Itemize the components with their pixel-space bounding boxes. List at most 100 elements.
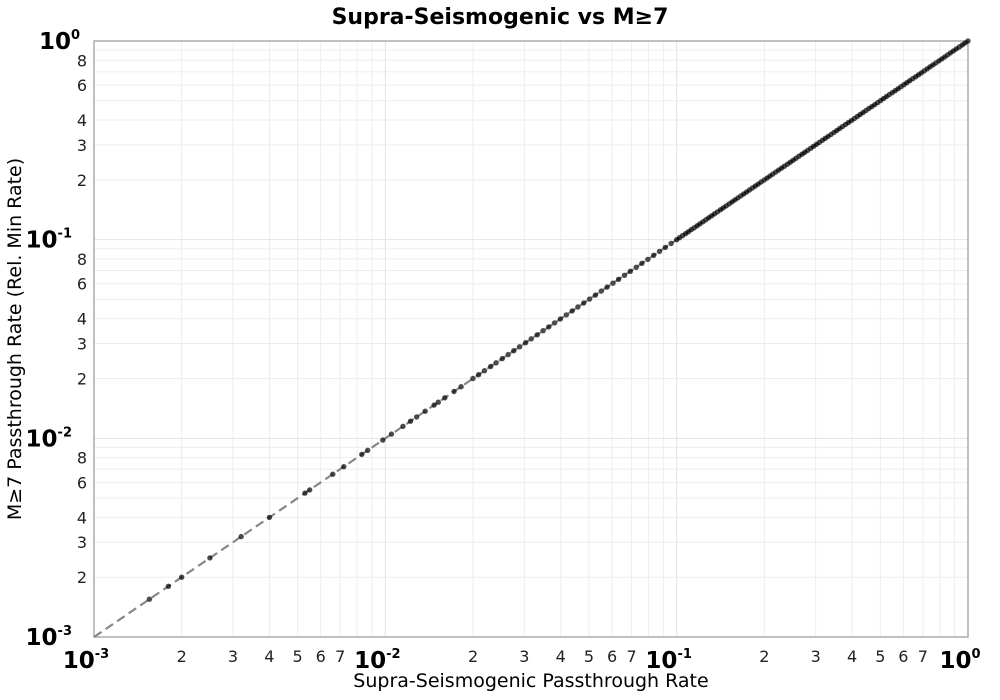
data-point xyxy=(586,296,593,302)
y-major-tick-label: 10-2 xyxy=(26,425,72,452)
data-point xyxy=(668,240,674,247)
y-axis-title: M≥7 Passthrough Rate (Rel. Min Rate) xyxy=(4,157,26,521)
data-point xyxy=(435,399,441,405)
data-point xyxy=(645,256,651,263)
y-minor-tick-label: 4 xyxy=(77,508,87,527)
x-axis-title: Supra-Seismogenic Passthrough Rate xyxy=(353,670,709,692)
chart-title: Supra-Seismogenic vs M≥7 xyxy=(331,5,669,30)
data-point xyxy=(422,408,428,414)
y-minor-tick-label: 4 xyxy=(77,111,87,130)
data-point xyxy=(400,423,406,429)
data-point xyxy=(380,437,386,443)
y-minor-tick-label: 3 xyxy=(77,533,87,552)
data-point xyxy=(458,384,464,390)
y-minor-tick-label: 3 xyxy=(77,335,87,354)
data-point xyxy=(431,402,437,408)
x-minor-tick-label: 2 xyxy=(177,647,187,666)
data-point xyxy=(581,300,587,306)
y-minor-tick-label: 3 xyxy=(77,136,87,155)
x-minor-tick-label: 6 xyxy=(607,647,617,666)
data-point xyxy=(493,360,499,366)
data-point xyxy=(662,244,668,251)
data-point xyxy=(238,533,244,540)
x-major-tick-label: 10-2 xyxy=(354,647,400,674)
data-point xyxy=(388,431,395,437)
y-minor-tick-label: 2 xyxy=(77,171,87,190)
x-minor-tick-label: 5 xyxy=(584,647,594,666)
y-minor-tick-label: 6 xyxy=(77,473,87,492)
data-point xyxy=(540,328,546,334)
x-minor-tick-label: 5 xyxy=(875,647,885,666)
data-point xyxy=(551,320,558,326)
data-point xyxy=(651,252,657,258)
x-minor-tick-label: 3 xyxy=(228,647,238,666)
data-point xyxy=(359,451,365,458)
x-major-tick-label: 10-3 xyxy=(63,647,109,674)
y-minor-tick-label: 8 xyxy=(77,51,87,70)
data-point xyxy=(179,574,185,580)
data-point xyxy=(621,272,628,278)
data-point xyxy=(165,583,172,589)
x-minor-tick-label: 7 xyxy=(626,647,636,666)
data-point xyxy=(604,284,610,290)
data-point xyxy=(146,596,153,602)
x-minor-tick-label: 2 xyxy=(759,647,769,666)
data-point xyxy=(633,264,639,270)
data-point xyxy=(546,324,552,330)
data-point xyxy=(615,276,622,282)
data-point xyxy=(656,248,663,255)
data-point xyxy=(610,280,616,286)
x-major-tick-label: 10-1 xyxy=(645,647,691,674)
data-point xyxy=(563,312,569,318)
data-point xyxy=(598,288,604,294)
data-point xyxy=(499,355,505,362)
y-major-tick-label: 10-3 xyxy=(26,624,72,651)
data-point xyxy=(341,464,347,470)
data-point xyxy=(522,340,529,346)
data-point xyxy=(266,514,273,521)
data-point xyxy=(442,395,448,401)
plot-border xyxy=(93,40,969,638)
x-minor-tick-label: 4 xyxy=(847,647,857,666)
data-point xyxy=(528,336,534,342)
x-minor-tick-label: 7 xyxy=(918,647,928,666)
y-major-tick-label: 10-1 xyxy=(26,227,72,254)
y-minor-tick-label: 8 xyxy=(77,250,87,269)
data-point xyxy=(505,351,511,358)
data-point xyxy=(575,304,581,310)
y-minor-tick-label: 6 xyxy=(77,76,87,95)
x-minor-tick-label: 6 xyxy=(316,647,326,666)
y-major-tick-label: 100 xyxy=(39,28,80,55)
x-major-tick-label: 100 xyxy=(939,647,980,674)
data-point xyxy=(470,375,476,382)
data-point xyxy=(207,555,213,561)
y-minor-tick-label: 2 xyxy=(77,568,87,587)
x-minor-tick-label: 4 xyxy=(264,647,274,666)
data-point xyxy=(481,368,488,374)
data-point xyxy=(627,268,633,274)
data-point xyxy=(475,372,482,378)
y-minor-tick-label: 6 xyxy=(77,275,87,294)
y-minor-tick-label: 4 xyxy=(77,310,87,329)
data-point xyxy=(451,388,457,395)
data-point xyxy=(557,316,564,322)
data-point xyxy=(639,260,645,266)
x-minor-tick-label: 2 xyxy=(468,647,478,666)
x-minor-tick-label: 6 xyxy=(898,647,908,666)
data-point xyxy=(965,38,971,44)
data-point xyxy=(365,447,371,453)
data-point xyxy=(511,348,517,354)
data-point xyxy=(413,414,420,420)
data-point xyxy=(592,292,599,298)
y-minor-tick-label: 8 xyxy=(77,449,87,468)
x-minor-tick-label: 3 xyxy=(811,647,821,666)
y-minor-tick-label: 2 xyxy=(77,370,87,389)
x-minor-tick-label: 4 xyxy=(556,647,566,666)
data-point xyxy=(307,487,313,493)
data-point xyxy=(569,308,575,314)
data-point xyxy=(516,344,523,350)
data-point xyxy=(407,418,414,424)
data-point xyxy=(302,490,308,496)
